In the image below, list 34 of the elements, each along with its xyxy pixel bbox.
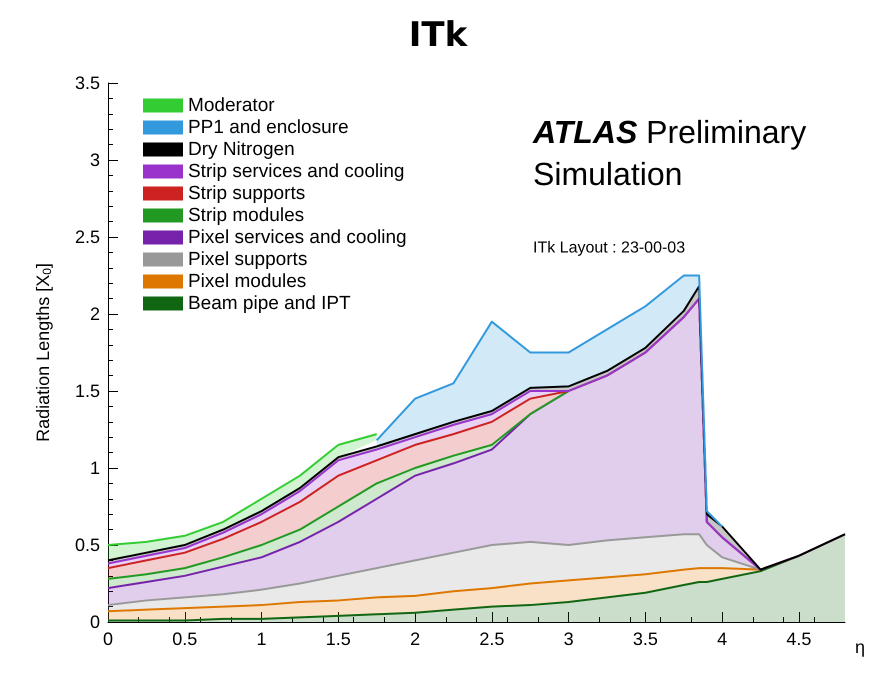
legend-label: Strip services and cooling bbox=[188, 161, 404, 182]
y-tick-label: 0 bbox=[90, 612, 100, 632]
x-tick-label: 1.5 bbox=[326, 629, 351, 649]
x-tick-label: 2 bbox=[410, 629, 420, 649]
y-tick-label: 1.5 bbox=[74, 381, 100, 401]
y-tick-label: 3 bbox=[90, 150, 100, 170]
x-tick-label: 3 bbox=[564, 629, 574, 649]
x-tick-label: 3.5 bbox=[632, 629, 658, 649]
x-tick-label: 1 bbox=[256, 629, 267, 649]
legend-label: Strip supports bbox=[188, 183, 306, 204]
chart-title: ITk bbox=[408, 15, 469, 55]
annotation: ATLAS Preliminary bbox=[532, 114, 806, 150]
y-tick-label: 2 bbox=[90, 304, 100, 324]
legend-label: Pixel modules bbox=[188, 271, 306, 292]
x-tick-label: 0 bbox=[102, 629, 114, 649]
x-tick-label: 4.5 bbox=[786, 629, 812, 649]
legend-label: Pixel services and cooling bbox=[188, 227, 407, 248]
x-axis-title: η bbox=[854, 637, 866, 657]
legend-label: Pixel supports bbox=[188, 249, 308, 270]
y-axis-title: Radiation Lengths [X0] bbox=[33, 263, 54, 442]
annotation: Simulation bbox=[533, 156, 682, 192]
x-tick-label: 4 bbox=[717, 629, 728, 649]
legend-label: Strip modules bbox=[188, 205, 304, 226]
annotation: ITk Layout : 23-00-03 bbox=[533, 240, 686, 256]
legend-label: Beam pipe and IPT bbox=[188, 293, 352, 314]
y-tick-label: 0.5 bbox=[74, 535, 100, 555]
legend-label: Dry Nitrogen bbox=[188, 139, 295, 160]
x-tick-label: 2.5 bbox=[479, 629, 504, 649]
y-tick-label: 2.5 bbox=[74, 227, 100, 247]
y-tick-label: 3.5 bbox=[74, 73, 100, 93]
y-tick-label: 1 bbox=[90, 458, 100, 478]
legend-label: Moderator bbox=[188, 95, 276, 116]
legend-label: PP1 and enclosure bbox=[188, 117, 349, 138]
x-tick-label: 0.5 bbox=[172, 629, 198, 649]
